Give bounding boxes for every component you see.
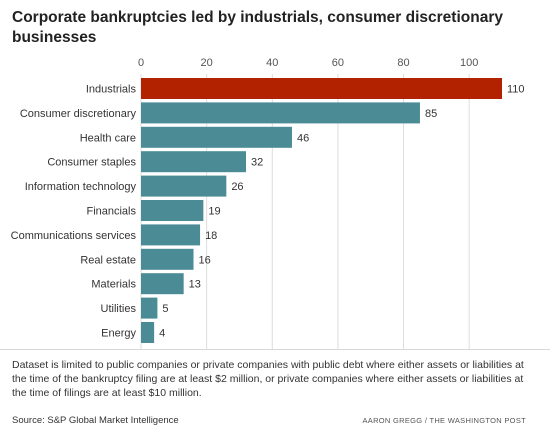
bar [141,297,158,319]
x-tick-label: 0 [138,57,144,69]
value-label: 85 [425,108,437,120]
value-label: 26 [231,181,243,193]
x-tick-label: 80 [397,57,409,69]
value-label: 18 [205,230,217,242]
category-label: Industrials [86,84,137,96]
chart-title: Corporate bankruptcies led by industrial… [12,9,503,46]
category-label: Consumer staples [47,157,136,169]
x-tick-label: 40 [266,57,278,69]
value-label: 16 [199,254,211,266]
value-label: 32 [251,157,263,169]
value-label: 110 [507,84,525,96]
bar [141,200,204,221]
bar [141,126,292,148]
x-tick-label: 100 [460,57,478,69]
x-tick-label: 60 [332,57,344,69]
value-label: 5 [162,303,168,315]
bar [141,273,184,295]
bar [141,248,194,270]
bar [141,175,227,197]
category-label: Financials [86,206,136,218]
credit-line: AARON GREGG / THE WASHINGTON POST [362,416,526,425]
bar-chart: 0 20 40 60 80 100 Industrials 110 Consumer discr… [11,57,525,350]
x-tick-label: 20 [201,57,213,69]
category-label: Communications services [11,230,137,242]
category-label: Utilities [101,303,137,315]
category-label: Consumer discretionary [20,108,137,120]
category-label: Health care [80,132,136,144]
bar [141,322,155,343]
category-label: Information technology [25,181,137,193]
bar [141,224,201,246]
bar [141,78,502,99]
value-label: 46 [297,132,309,144]
category-label: Real estate [80,254,136,266]
value-label: 4 [159,328,165,340]
source-line: Source: S&P Global Market Intelligence [12,415,179,426]
value-label: 13 [189,279,201,291]
category-label: Materials [91,279,136,291]
value-label: 19 [208,206,220,218]
bar [141,151,247,173]
category-label: Energy [101,328,136,340]
chart-note: Dataset is limited to public companies o… [12,359,524,399]
divider [0,349,550,350]
bar [141,102,420,124]
